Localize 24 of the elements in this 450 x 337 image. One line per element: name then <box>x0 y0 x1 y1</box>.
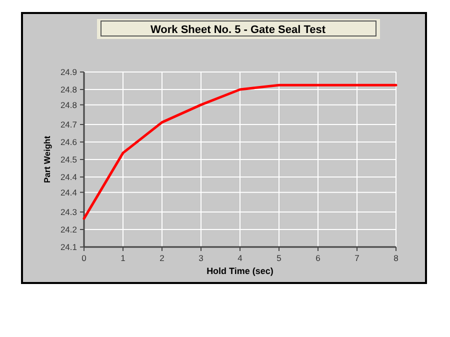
y-axis-title: Part Weight <box>42 136 52 184</box>
x-tick-label: 5 <box>276 253 282 263</box>
y-tick-label: 24.7 <box>60 119 78 130</box>
x-tick-label: 3 <box>198 253 204 263</box>
y-tick-label: 24.9 <box>60 66 78 77</box>
x-tick-label: 0 <box>82 253 87 263</box>
x-tick-label: 8 <box>394 253 399 263</box>
x-tick-label: 7 <box>354 253 360 263</box>
x-tick-label: 4 <box>238 253 243 263</box>
y-tick-label: 24.8 <box>60 84 78 94</box>
y-tick-label: 24.1 <box>60 242 78 252</box>
chart-title: Work Sheet No. 5 - Gate Seal Test <box>150 24 326 36</box>
y-tick-label: 24.3 <box>60 206 78 217</box>
y-tick-label: 24.6 <box>60 136 78 147</box>
x-tick-label: 2 <box>160 253 165 263</box>
y-tick-label: 24.5 <box>60 154 78 164</box>
y-tick-label: 24.4 <box>60 172 78 182</box>
x-tick-label: 1 <box>120 253 126 263</box>
y-tick-label: 24.4 <box>60 187 78 198</box>
x-axis-title: Hold Time (sec) <box>206 266 274 276</box>
y-tick-label: 24.2 <box>60 224 78 234</box>
x-tick-label: 6 <box>316 253 321 263</box>
line-series <box>82 84 398 220</box>
y-tick-label: 24.8 <box>60 100 78 110</box>
